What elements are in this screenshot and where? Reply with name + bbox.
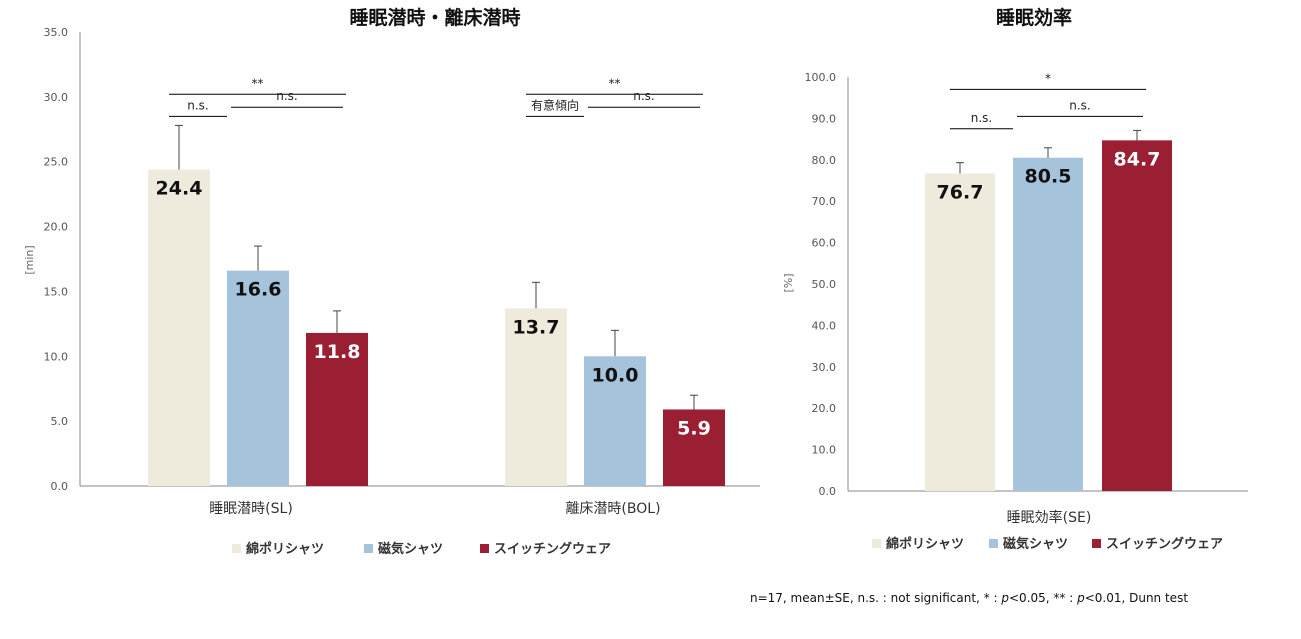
chart1-significance-label: n.s.: [187, 98, 209, 112]
chart2-significance-label: *: [1045, 71, 1051, 85]
chart1-x-category-bol: 離床潜時(BOL): [565, 500, 660, 517]
chart2-y-tick-label: 60.0: [812, 237, 837, 250]
legend-label-magnetic: 磁気シャツ: [1003, 536, 1068, 552]
chart2-significance-label: n.s.: [1069, 98, 1091, 112]
chart1-value-label-cotton-poly: 13.7: [513, 316, 560, 338]
legend-swatch-magnetic: [989, 539, 998, 548]
chart2-title: 睡眠効率: [996, 6, 1072, 29]
chart1-y-tick-label: 15.0: [44, 285, 69, 298]
legend-swatch-cotton-poly: [232, 544, 241, 553]
legend-swatch-cotton-poly: [872, 539, 881, 548]
chart2-bar-switching: [1102, 140, 1172, 492]
chart1-bar-magnetic: [227, 270, 289, 486]
chart1-bar-switching: [306, 332, 368, 486]
chart2-y-tick-label: 0.0: [819, 485, 837, 498]
chart1-significance-label: **: [252, 76, 264, 90]
chart2-y-tick-label: 30.0: [812, 361, 837, 374]
chart2-plot: 76.7 80.5 84.7 * n.s. n.s.: [925, 71, 1172, 492]
chart2-x-category-se: 睡眠効率(SE): [1007, 509, 1092, 526]
footnote-p2: p: [1076, 591, 1085, 605]
chart1-significance-label: n.s.: [633, 89, 655, 103]
chart1-value-label-cotton-poly: 24.4: [156, 177, 203, 199]
legend-swatch-switching: [480, 544, 489, 553]
chart2-bar-magnetic: [1013, 157, 1083, 492]
chart2-y-unit: [%]: [782, 273, 795, 292]
chart1-value-label-switching: 5.9: [677, 417, 711, 439]
chart2-bar-cotton-poly: [925, 173, 995, 491]
legend-label-magnetic: 磁気シャツ: [378, 541, 443, 557]
chart1-y-tick-label: 35.0: [44, 26, 69, 39]
legend-label-cotton-poly: 綿ポリシャツ: [246, 541, 324, 557]
chart2-value-label-magnetic: 80.5: [1025, 166, 1072, 188]
chart2-y-tick-label: 80.0: [812, 154, 837, 167]
chart2-y-tick-label: 50.0: [812, 278, 837, 291]
chart2-value-label-switching: 84.7: [1114, 148, 1161, 170]
chart1-y-tick-label: 10.0: [44, 350, 69, 363]
chart1-x-category-sl: 睡眠潜時(SL): [209, 501, 293, 517]
chart1-plot: 24.4 13.7 16.6 10.0 11.8 5.9 ** n.s. n.s. ** 有意傾向 n…: [148, 76, 725, 487]
chart1-y-tick-label: 5.0: [51, 415, 69, 428]
chart2-y-tick-label: 20.0: [812, 402, 837, 415]
chart1-y-tick-label: 20.0: [44, 221, 69, 234]
chart1-title: 睡眠潜時・離床潜時: [349, 6, 520, 29]
chart2-value-label-cotton-poly: 76.7: [937, 181, 984, 203]
chart1-y-tick-label: 25.0: [44, 156, 69, 169]
legend-swatch-magnetic: [364, 544, 373, 553]
chart1-legend: 綿ポリシャツ 磁気シャツ スイッチングウェア: [232, 541, 611, 557]
footnote-part3: <0.01, Dunn test: [1085, 591, 1189, 605]
chart2-legend: 綿ポリシャツ 磁気シャツ スイッチングウェア: [872, 536, 1223, 552]
chart2-y-tick-label: 70.0: [812, 195, 837, 208]
footnote: n=17, mean±SE, n.s. : not significant, *…: [750, 591, 1188, 605]
legend-label-switching: スイッチングウェア: [1106, 536, 1223, 552]
chart2-y-tick-label: 40.0: [812, 319, 837, 332]
chart2-y-tick-label: 10.0: [812, 444, 837, 457]
chart1-bar-cotton-poly: [148, 169, 210, 487]
legend-swatch-switching: [1092, 539, 1101, 548]
chart1-significance-label: 有意傾向: [531, 97, 579, 112]
chart1-value-label-switching: 11.8: [314, 341, 361, 363]
chart1-significance-label: **: [609, 76, 621, 90]
chart1-y-unit: [min]: [23, 245, 36, 274]
chart1-value-label-magnetic: 16.6: [235, 279, 282, 301]
chart1-bar-magnetic: [584, 356, 646, 486]
chart2-significance-label: n.s.: [971, 111, 993, 125]
chart1-bar-switching: [663, 409, 725, 486]
legend-label-cotton-poly: 綿ポリシャツ: [886, 536, 964, 552]
chart1-significance-label: n.s.: [276, 89, 298, 103]
chart2-y-tick-label: 100.0: [805, 71, 837, 84]
chart2-y-tick-label: 90.0: [812, 112, 837, 125]
chart1-y-tick-label: 0.0: [51, 480, 69, 493]
chart1-bar-cotton-poly: [505, 308, 567, 486]
footnote-p1: p: [1000, 591, 1009, 605]
chart1-value-label-magnetic: 10.0: [592, 364, 639, 386]
footnote-part1: n=17, mean±SE, n.s. : not significant, *…: [750, 591, 1001, 605]
legend-label-switching: スイッチングウェア: [494, 541, 611, 557]
chart1-y-tick-label: 30.0: [44, 91, 69, 104]
footnote-part2: <0.05, ** :: [1009, 591, 1077, 605]
